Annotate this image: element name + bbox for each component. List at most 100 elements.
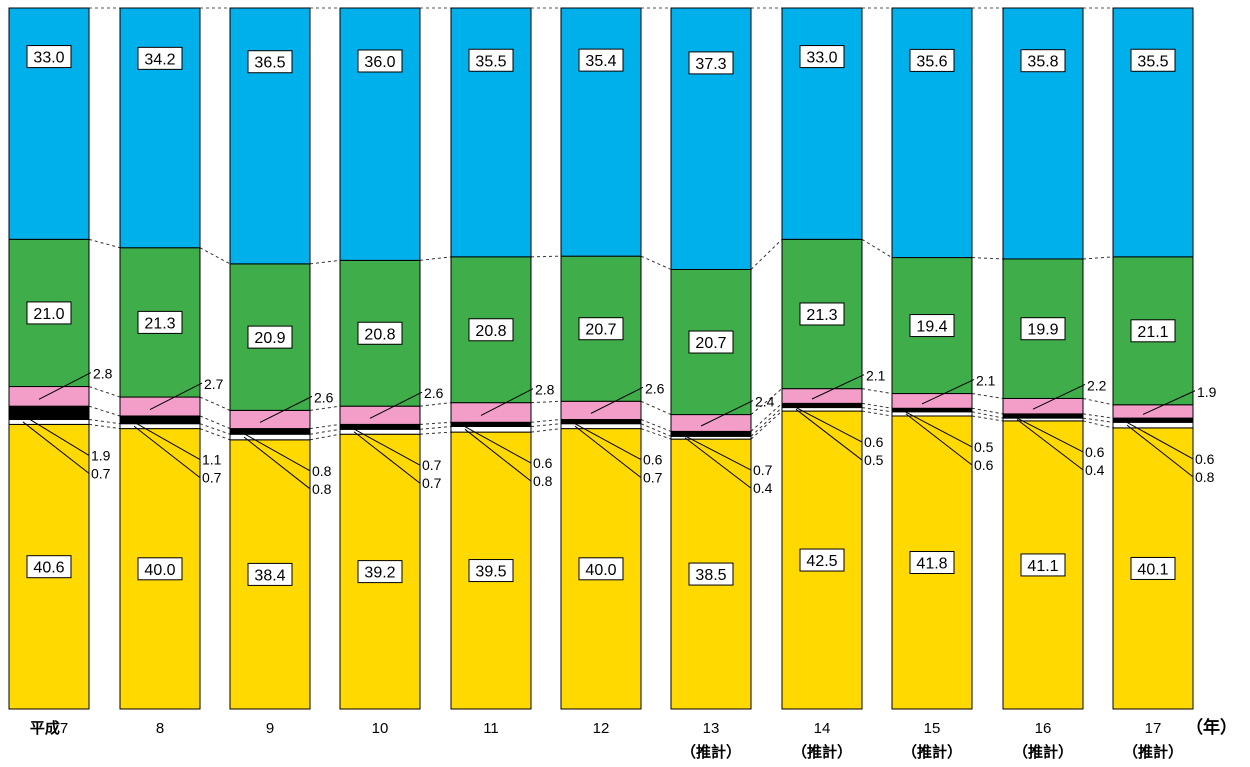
value-label: 41.1 xyxy=(1027,558,1058,575)
value-label-box xyxy=(468,559,514,583)
leader-line xyxy=(18,412,90,456)
value-label: 0.7 xyxy=(643,470,663,486)
leader-line xyxy=(259,395,313,423)
value-label-box xyxy=(137,310,183,334)
value-label: 2.8 xyxy=(535,382,555,398)
value-label: 0.7 xyxy=(422,475,442,491)
value-label: 21.1 xyxy=(1137,324,1168,341)
value-label: 35.5 xyxy=(475,53,506,70)
bar-segment xyxy=(560,423,642,430)
value-label-box xyxy=(247,325,293,349)
value-label: 42.5 xyxy=(806,553,837,570)
connector-line xyxy=(199,247,231,265)
leader-line xyxy=(349,426,421,466)
leader-line xyxy=(460,423,532,464)
bar-segment xyxy=(119,396,201,417)
leader-line xyxy=(570,421,642,461)
connector-line xyxy=(750,402,783,432)
value-label: 0.7 xyxy=(422,457,442,473)
value-label-box xyxy=(26,555,72,579)
connector-line xyxy=(88,386,121,398)
value-label: 0.6 xyxy=(974,457,994,473)
leader-line xyxy=(1142,390,1196,415)
value-label-box xyxy=(247,562,293,586)
bar-segment xyxy=(1002,7,1084,260)
bar-segment xyxy=(450,402,532,423)
value-label: 34.2 xyxy=(144,51,175,68)
value-label-box xyxy=(1130,319,1176,343)
bar-segment xyxy=(450,425,532,433)
x-tick-estimate-label: （推計） xyxy=(1013,743,1073,761)
value-label: 19.4 xyxy=(916,319,947,336)
value-label: 2.6 xyxy=(645,380,665,396)
leader-line xyxy=(791,405,863,443)
value-labels: 40.6 21.0 33.0 2.8 1.9 0.7 40.0 21.3 34.2 2.7 1.1 0… xyxy=(26,45,1217,586)
leader-line xyxy=(901,409,973,448)
value-label: 0.8 xyxy=(312,481,332,497)
bar-segment xyxy=(339,405,421,425)
connector-line xyxy=(971,411,1004,419)
value-label: 2.8 xyxy=(93,366,113,382)
value-label: 0.6 xyxy=(643,452,663,468)
connector-line xyxy=(530,255,562,258)
connector-line xyxy=(861,238,893,258)
leader-line xyxy=(239,430,311,472)
value-label: 40.0 xyxy=(585,562,616,579)
value-label: 2.7 xyxy=(204,376,224,392)
bar-segment xyxy=(560,400,642,420)
leader-line xyxy=(1032,384,1086,410)
value-label: 0.5 xyxy=(864,452,884,468)
value-label-box xyxy=(799,302,845,326)
connector-line xyxy=(530,428,562,433)
value-label: 0.6 xyxy=(1195,451,1215,467)
leader-line xyxy=(590,386,644,414)
x-tick-label: 17 xyxy=(1145,720,1162,737)
x-tick-label: 15 xyxy=(924,720,941,737)
value-label: 2.6 xyxy=(424,385,444,401)
leader-line xyxy=(1012,415,1084,453)
value-label-box xyxy=(799,45,845,69)
value-label: 0.8 xyxy=(533,473,553,489)
value-label-box xyxy=(468,318,514,342)
bar-segment xyxy=(891,411,973,417)
x-tick-label: 平成7 xyxy=(30,719,68,737)
year-unit-label: （年） xyxy=(1186,717,1237,738)
bar-segment xyxy=(229,7,311,265)
bar-segment xyxy=(8,405,90,420)
bar-segment xyxy=(229,428,311,435)
value-label: 35.6 xyxy=(916,53,947,70)
value-label: 0.6 xyxy=(533,455,553,471)
value-label-box xyxy=(247,50,293,74)
bar-segment xyxy=(339,428,421,435)
value-label: 0.8 xyxy=(312,463,332,479)
bar-segment xyxy=(119,415,201,425)
connector-line xyxy=(530,400,562,404)
bar-segment xyxy=(8,7,90,240)
bar-segment xyxy=(781,388,863,404)
connector-line xyxy=(88,418,121,425)
value-label: 20.8 xyxy=(364,326,395,343)
connector-line xyxy=(640,419,672,432)
value-label: 2.1 xyxy=(976,373,996,389)
value-label: 35.4 xyxy=(585,53,616,70)
connector-line xyxy=(309,423,341,430)
leader-line xyxy=(133,425,201,478)
connector-line xyxy=(640,400,672,416)
value-label-box xyxy=(578,317,624,341)
bar-segment xyxy=(670,7,752,270)
bar-segment xyxy=(119,7,201,249)
value-label-box xyxy=(137,46,183,70)
value-label: 2.6 xyxy=(314,389,334,405)
value-label: 38.4 xyxy=(254,567,285,584)
connector-line xyxy=(419,431,452,435)
bar-segment xyxy=(1112,404,1194,419)
value-label: 2.2 xyxy=(1087,377,1107,393)
value-label: 36.0 xyxy=(364,54,395,71)
connector-line xyxy=(971,415,1004,422)
value-label-box xyxy=(1020,317,1066,341)
value-label: 1.9 xyxy=(91,447,111,463)
connector-line xyxy=(199,423,231,435)
leader-line xyxy=(1016,419,1084,471)
bar-segment xyxy=(1112,7,1194,258)
value-label-box xyxy=(357,321,403,345)
